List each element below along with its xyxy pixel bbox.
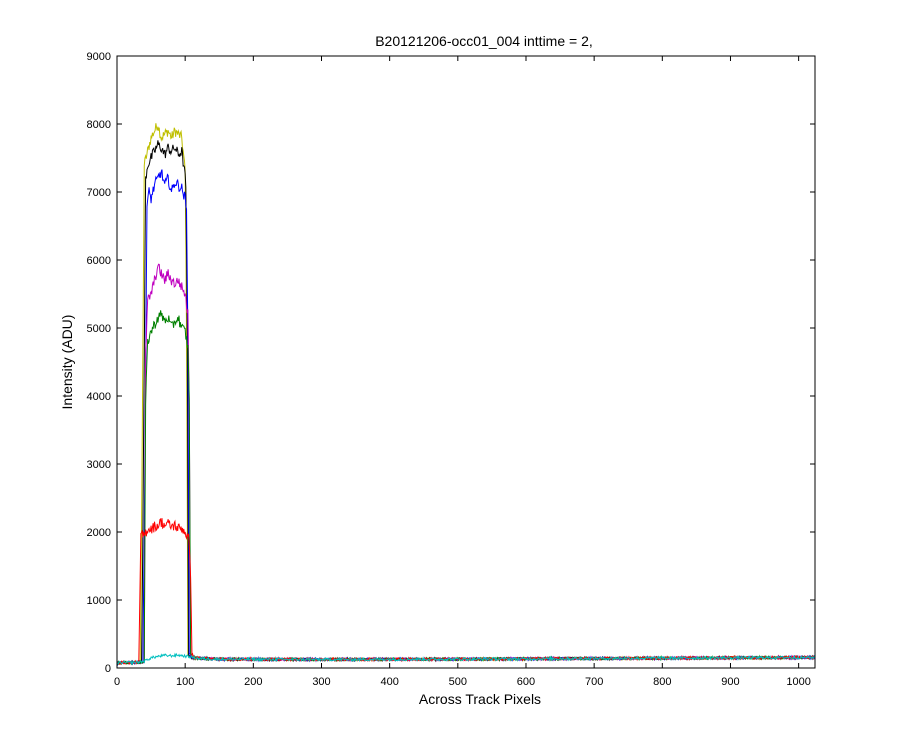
x-tick-label: 500 — [449, 676, 467, 688]
x-tick-label: 600 — [517, 676, 535, 688]
tick-layer: 0 100 200 300 400 500 600 700 800 900 1000 0 1000 200… — [87, 51, 815, 688]
x-tick-label: 200 — [244, 676, 262, 688]
x-tick-label: 300 — [312, 676, 330, 688]
x-tick-label: 700 — [585, 676, 603, 688]
y-tick-label: 6000 — [87, 255, 111, 267]
series-line-0 — [116, 123, 816, 665]
y-tick-label: 2000 — [87, 527, 111, 539]
plot-frame — [116, 55, 816, 669]
x-tick-label: 1000 — [786, 676, 810, 688]
x-tick-label: 100 — [176, 676, 194, 688]
series-line-6 — [116, 652, 816, 666]
x-tick-label: 900 — [721, 676, 739, 688]
x-tick-label: 0 — [114, 676, 120, 688]
y-tick-label: 9000 — [87, 51, 111, 63]
y-tick-label: 0 — [105, 663, 111, 675]
series-layer — [116, 123, 816, 666]
x-tick-label: 800 — [653, 676, 671, 688]
y-tick-label: 4000 — [87, 391, 111, 403]
series-line-5 — [116, 517, 816, 665]
series-line-4 — [116, 310, 816, 666]
x-tick-label: 400 — [380, 676, 398, 688]
series-line-2 — [116, 169, 816, 666]
series-line-3 — [116, 263, 816, 665]
y-axis-title: Intensity (ADU) — [59, 315, 75, 410]
y-tick-label: 1000 — [87, 595, 111, 607]
y-tick-label: 5000 — [87, 323, 111, 335]
series-line-1 — [116, 140, 816, 666]
y-tick-label: 7000 — [87, 187, 111, 199]
y-tick-label: 8000 — [87, 119, 111, 131]
chart-title: B20121206-occ01_004 inttime = 2, — [375, 33, 593, 49]
y-tick-label: 3000 — [87, 459, 111, 471]
x-axis-title: Across Track Pixels — [419, 691, 541, 707]
